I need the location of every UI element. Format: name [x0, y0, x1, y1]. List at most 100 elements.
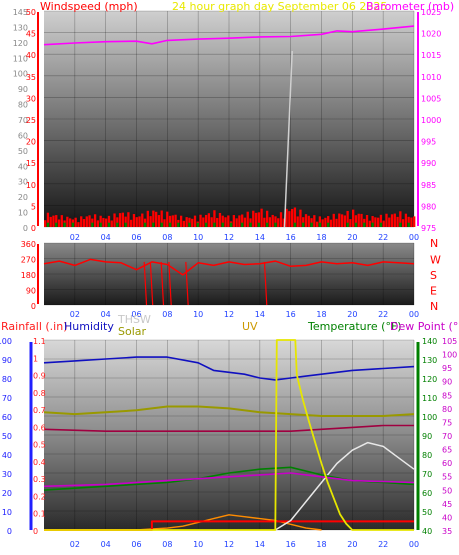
wind-gust-mark	[229, 222, 233, 227]
rain-tick-label: 0.9	[33, 372, 46, 381]
wind-inner-tick-label: 5	[31, 202, 36, 211]
x-tick-label: 02	[70, 233, 80, 242]
x-tick-label: 02	[70, 540, 80, 549]
wind-bar	[374, 217, 377, 227]
dew-tick-label: 95	[442, 364, 452, 373]
wind-bar	[80, 216, 83, 227]
rain-tick-label: 1	[33, 354, 38, 363]
humidity-axis-label: Humidity	[64, 320, 114, 333]
wind-direction-drop	[263, 261, 268, 306]
wind-gust-mark	[196, 222, 199, 227]
temp-tick-label: 60	[422, 489, 432, 498]
wind-bar	[74, 217, 77, 227]
wind-inner-tick-label: 15	[26, 159, 36, 168]
wind-inner-tick-label: 40	[26, 51, 36, 60]
dew-tick-label: 70	[442, 432, 452, 441]
x-tick-label: 02	[70, 310, 80, 319]
wind-bar	[193, 215, 197, 227]
wind-bar	[327, 216, 330, 227]
wind-gust-mark	[46, 222, 50, 227]
panel1-tick-labels: 1451301201101009080706050403020100504540…	[13, 8, 442, 242]
wind-bar	[263, 217, 266, 227]
rain-tick-label: 0.6	[33, 423, 46, 432]
wind-bar	[121, 212, 124, 227]
uv-line	[44, 339, 414, 531]
dew-tick-label: 105	[442, 337, 457, 346]
x-tick-label: 04	[101, 310, 111, 319]
baro-tick-label: 985	[421, 181, 436, 190]
wind-bar	[254, 212, 258, 227]
humidity-tick-label: 50	[2, 432, 12, 441]
temp-tick-label: 120	[422, 375, 437, 384]
wind-gust-mark	[91, 222, 94, 227]
wind-bar	[227, 215, 230, 227]
dir-compass-label: W	[430, 254, 441, 267]
x-tick-label: 08	[162, 233, 172, 242]
wind-outer-tick-label: 10	[18, 209, 28, 218]
rain-tick-label: 0.5	[33, 441, 46, 450]
baro-tick-label: 995	[421, 138, 436, 147]
wind-gust-mark	[274, 222, 277, 227]
x-tick-label: 14	[255, 540, 265, 549]
wind-inner-tick-label: 0	[31, 224, 36, 233]
x-tick-label: 16	[286, 233, 296, 242]
wind-bar	[343, 215, 346, 227]
wind-inner-tick-label: 25	[26, 116, 36, 125]
temp-tick-label: 80	[422, 451, 432, 460]
x-tick-label: 14	[255, 310, 265, 319]
dir-tick-label: 90	[26, 287, 36, 296]
baro-tick-label: 1020	[421, 30, 441, 39]
rain-tick-label: 0.2	[33, 492, 46, 501]
wind-gust-mark	[71, 222, 75, 227]
wind-bar	[329, 219, 333, 227]
wind-direction-drop	[160, 261, 165, 306]
rain-tick-label: 0.8	[33, 389, 46, 398]
wind-bar	[399, 211, 402, 227]
panel2-grid	[44, 242, 415, 306]
solar-band-line	[43, 405, 415, 417]
x-tick-label: 20	[347, 233, 357, 242]
wind-bar	[46, 212, 50, 227]
wind-bar	[82, 219, 86, 227]
baro-axis-label: Barometer (mb)	[366, 0, 454, 13]
dew-tick-label: 55	[442, 473, 452, 482]
x-tick-label: 18	[316, 233, 326, 242]
dir-compass-label: N	[430, 300, 438, 313]
wind-bar	[404, 213, 408, 227]
wind-outer-tick-label: 130	[13, 23, 28, 32]
dew-tick-label: 100	[442, 351, 457, 360]
wind-bar	[146, 210, 149, 227]
wind-bar	[191, 218, 194, 227]
dew-tick-label: 50	[442, 486, 452, 495]
wind-outer-tick-label: 90	[18, 85, 28, 94]
wind-bar	[127, 212, 130, 227]
baro-tick-label: 1015	[421, 51, 441, 60]
humidity-tick-label: 100	[0, 337, 12, 346]
wind-bar	[55, 215, 58, 227]
wind-bar	[155, 211, 158, 227]
wind-bar	[413, 216, 416, 227]
wind-bar	[407, 216, 410, 227]
wind-bar	[113, 213, 116, 227]
wind-direction-line	[43, 258, 415, 276]
rain-tick-label: 0	[33, 527, 38, 536]
wind-gust-mark	[107, 222, 111, 227]
wind-bar	[171, 215, 174, 227]
wind-bar	[266, 210, 269, 227]
wind-gust-mark	[204, 222, 208, 227]
wind-bar	[271, 214, 274, 227]
dew-tick-label: 80	[442, 405, 452, 414]
humidity-tick-label: 20	[2, 489, 12, 498]
wind-bar	[93, 214, 97, 227]
x-tick-label: 18	[316, 310, 326, 319]
wind-bar	[393, 213, 396, 227]
panel3-series	[43, 339, 415, 531]
wind-bar	[124, 216, 127, 227]
humidity-tick-label: 40	[2, 451, 12, 460]
wind-bar	[293, 207, 297, 227]
x-tick-label: 00	[409, 233, 419, 242]
barometer-line	[43, 25, 415, 46]
x-tick-label: 14	[255, 233, 265, 242]
wind-bar	[318, 216, 322, 227]
